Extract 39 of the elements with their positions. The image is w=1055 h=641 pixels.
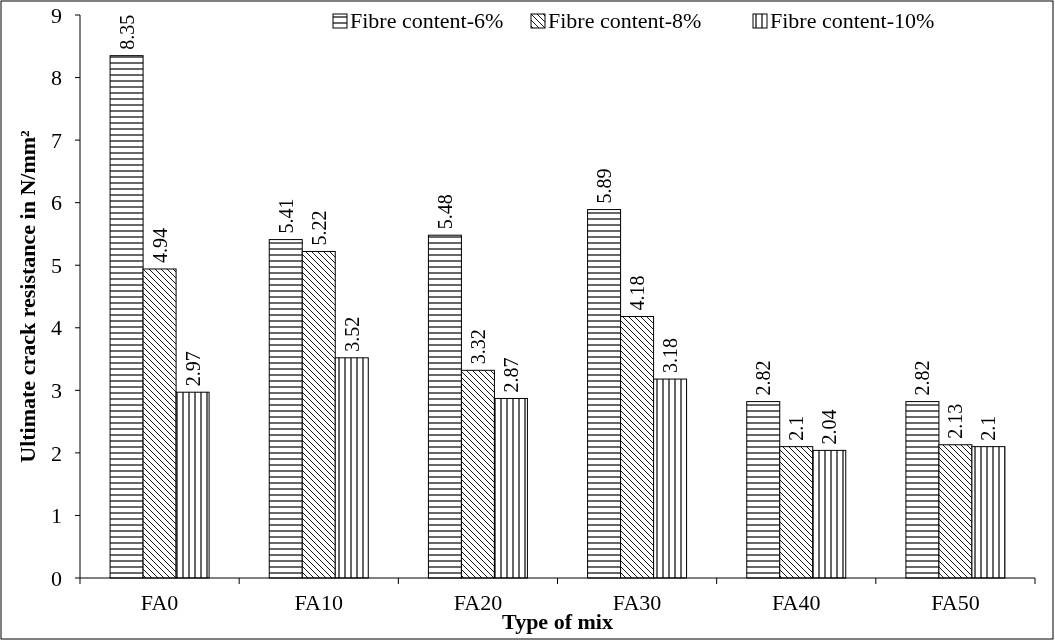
data-label: 3.32 [466,329,489,365]
data-label: 4.18 [626,275,649,311]
data-label: 4.94 [148,227,171,263]
y-tick-label: 5 [51,252,62,278]
data-label: 2.1 [977,415,1000,441]
y-tick-label: 2 [51,440,62,466]
y-tick-label: 3 [51,378,62,404]
data-label: 8.35 [115,14,138,50]
y-tick-label: 1 [51,503,62,529]
x-tick-label: FA20 [453,590,503,615]
x-tick-label: FA10 [294,590,343,615]
x-axis-title: Type of mix [502,609,613,634]
x-tick-label: FA30 [612,590,662,615]
data-label: 2.04 [818,409,841,445]
data-label: 2.82 [752,360,775,396]
legend-label: Fibre content-10% [770,8,935,33]
data-label: 3.18 [659,338,682,374]
data-label: 5.22 [307,210,330,246]
legend-label: Fibre content-8% [548,8,702,33]
data-label: 2.1 [785,415,808,441]
legend-label: Fibre content-6% [350,8,504,33]
y-tick-label: 9 [51,2,62,28]
data-label: 5.41 [274,198,297,234]
data-label: 5.48 [433,194,456,230]
x-tick-label: FA50 [931,590,980,615]
data-label: 5.89 [593,168,616,204]
data-label: 3.52 [340,316,363,352]
data-label: 2.82 [911,360,934,396]
data-label: 2.97 [181,351,204,387]
y-tick-label: 6 [51,190,62,216]
y-tick-label: 4 [51,315,62,341]
y-axis-title: Ultimate crack resistance in N/mm² [15,129,40,463]
y-tick-label: 8 [51,65,62,91]
y-tick-label: 0 [51,565,62,591]
x-tick-label: FA40 [772,590,821,615]
x-tick-label: FA0 [140,590,179,615]
data-label: 2.87 [499,357,522,393]
y-tick-label: 7 [51,127,62,153]
data-label: 2.13 [944,403,967,439]
